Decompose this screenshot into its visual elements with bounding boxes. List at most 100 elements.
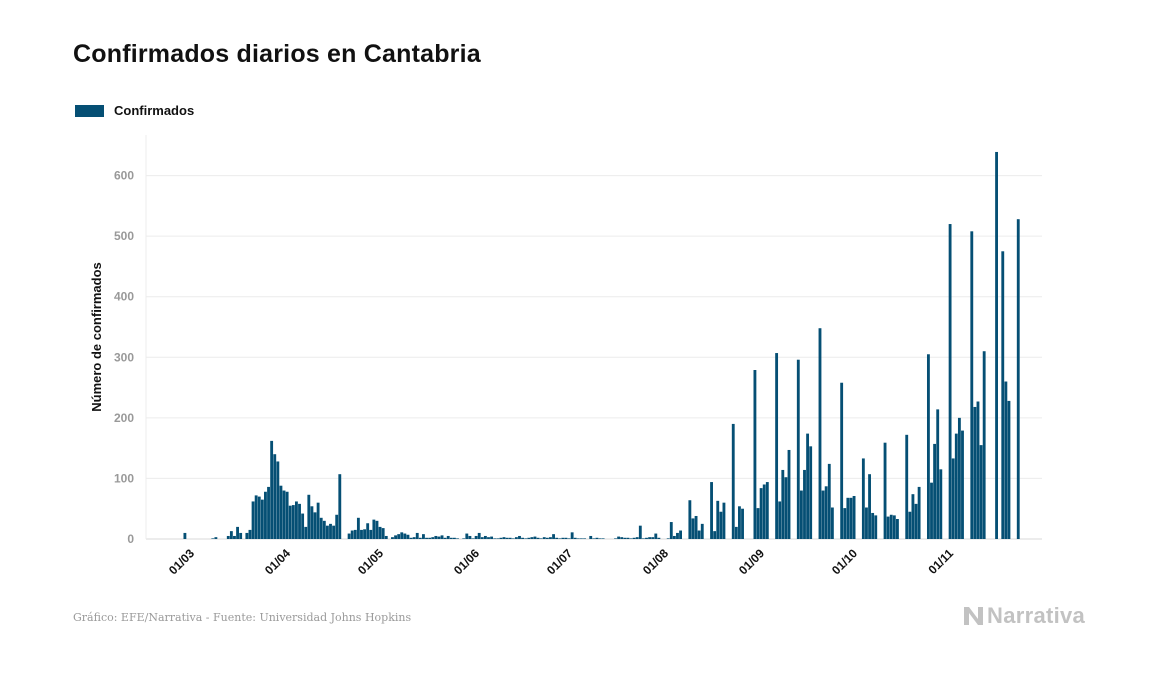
bar [970, 231, 974, 539]
bar [480, 537, 484, 539]
bar [226, 535, 230, 539]
source-footer: Gráfico: EFE/Narrativa - Fuente: Univers… [73, 611, 412, 624]
bar [273, 454, 277, 539]
bar [865, 507, 868, 539]
bar [580, 538, 583, 539]
bar [508, 537, 512, 539]
bar [251, 501, 255, 539]
bar [397, 534, 401, 539]
bar [443, 537, 447, 539]
bar [338, 474, 342, 539]
legend: Confirmados [75, 103, 194, 118]
bar [394, 535, 397, 539]
legend-label-confirmados: Confirmados [114, 103, 195, 118]
bar [1016, 219, 1020, 539]
bar [483, 535, 487, 539]
bar [524, 538, 528, 539]
bar [229, 531, 233, 539]
bar [806, 433, 810, 539]
bar [468, 535, 472, 539]
bars [183, 151, 1020, 540]
bar [657, 537, 661, 539]
bar [319, 517, 323, 539]
bar [589, 535, 593, 539]
bar [332, 525, 336, 539]
grid-lines [145, 135, 1042, 540]
bar-chart: 0 100 200 300 400 500 600 01/03 01/04 01/05 01/06… [89, 135, 1042, 577]
bar [425, 537, 428, 539]
bar [313, 512, 317, 539]
bar [753, 370, 757, 539]
bar [827, 463, 831, 539]
y-tick-label: 500 [114, 229, 134, 243]
bar [254, 495, 258, 539]
bar [465, 533, 469, 539]
bar [620, 537, 624, 539]
bar [471, 538, 475, 539]
bar [700, 523, 704, 539]
bar [638, 525, 642, 539]
bar [505, 537, 509, 539]
bar [818, 328, 822, 539]
bar [415, 532, 419, 539]
bar [911, 494, 915, 539]
bar [490, 536, 494, 539]
bar [861, 458, 865, 539]
bar [796, 359, 800, 539]
bar [301, 513, 305, 539]
bar [267, 486, 270, 539]
bar [545, 537, 549, 539]
bar [400, 532, 404, 539]
narrativa-logo-icon [964, 607, 983, 625]
bar [976, 401, 980, 539]
bar [567, 538, 571, 539]
y-axis-label: Número de confirmados [89, 262, 104, 412]
bar [741, 508, 744, 539]
bar [787, 449, 791, 539]
bar [527, 537, 531, 539]
bar [356, 517, 360, 539]
bar [821, 490, 825, 539]
bar [914, 503, 918, 539]
bar [951, 458, 955, 539]
bar [530, 537, 534, 539]
bar [211, 538, 215, 539]
y-tick-label: 100 [114, 471, 134, 485]
bar [688, 500, 692, 539]
bar [418, 537, 422, 539]
bar [555, 537, 559, 539]
bar [892, 515, 896, 539]
x-tick-label: 01/07 [544, 546, 575, 577]
bar [549, 537, 552, 539]
bar [830, 507, 834, 539]
bar [542, 537, 546, 539]
bar [502, 537, 506, 539]
y-axis-ticks: 0 100 200 300 400 500 600 [114, 169, 134, 546]
bar [852, 496, 856, 539]
bar [316, 502, 320, 539]
x-axis-ticks: 01/03 01/04 01/05 01/06 01/07 01/08 01/09 01/10… [166, 546, 956, 577]
x-tick-label: 01/03 [166, 546, 197, 577]
bar [595, 537, 599, 539]
bar [378, 526, 382, 539]
bar [434, 535, 438, 539]
bar [474, 535, 478, 539]
bar [260, 499, 264, 539]
y-tick-label: 600 [114, 169, 134, 183]
bar [775, 353, 779, 539]
x-tick-label: 01/08 [640, 546, 671, 577]
bar [716, 500, 720, 539]
bar [558, 538, 562, 539]
bar [257, 496, 261, 539]
bar [896, 519, 899, 539]
bar [412, 537, 416, 539]
bar [536, 537, 540, 539]
bar [366, 523, 370, 539]
bar [629, 538, 633, 539]
bar [765, 482, 769, 539]
bar [781, 469, 785, 539]
bar [304, 526, 308, 539]
bar [437, 536, 441, 539]
bar [917, 486, 921, 539]
bar [369, 529, 373, 539]
